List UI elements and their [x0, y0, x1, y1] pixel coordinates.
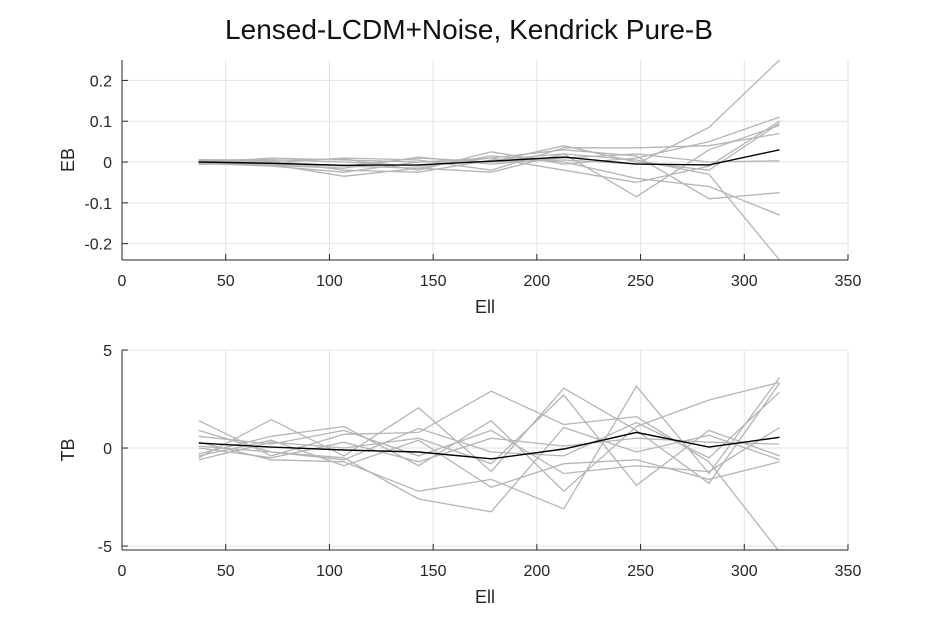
y-tick-label: -0.2	[84, 237, 112, 254]
x-tick-label: 100	[316, 273, 343, 290]
x-tick-label: 250	[627, 563, 654, 580]
y-tick-label: 0	[103, 441, 112, 458]
series-line-10	[198, 122, 780, 173]
y-tick-label: -5	[98, 539, 112, 556]
y-axis-label: TB	[58, 438, 78, 461]
x-tick-label: 350	[835, 273, 862, 290]
chart-title: Lensed-LCDM+Noise, Kendrick Pure-B	[225, 14, 713, 45]
y-tick-label: -0.1	[84, 196, 112, 213]
x-axis-label: Ell	[475, 587, 495, 607]
x-tick-label: 200	[524, 563, 551, 580]
series-line-10	[198, 437, 780, 463]
y-tick-label: 5	[103, 343, 112, 360]
series-group	[198, 60, 781, 260]
subplot-eb: 0 50 100 150 200 250 300 350 -0.2 -0.1 0 0.1 0.2 Ell E…	[58, 60, 861, 317]
x-axis-label: Ell	[475, 297, 495, 317]
x-tick-label: 50	[217, 563, 235, 580]
x-tick-label: 250	[627, 273, 654, 290]
mean-line	[198, 431, 780, 460]
series-line-8	[198, 153, 780, 169]
x-tick-label: 0	[118, 273, 127, 290]
series-line-3	[198, 377, 781, 510]
series-line-7	[198, 132, 780, 171]
series-group	[198, 377, 781, 550]
series-line-4	[198, 381, 780, 493]
x-tick-label: 200	[524, 273, 551, 290]
y-tick-label: 0.1	[90, 114, 112, 131]
x-tick-label: 150	[420, 273, 447, 290]
y-axis-label: EB	[58, 148, 78, 172]
x-tick-label: 50	[217, 273, 235, 290]
x-tick-label: 150	[420, 563, 447, 580]
series-line-2	[198, 382, 781, 485]
y-tick-label: 0.2	[90, 73, 112, 90]
x-tick-label: 300	[731, 563, 758, 580]
series-line-6	[198, 394, 780, 487]
series-line-5	[198, 155, 780, 216]
series-line-9	[198, 116, 780, 171]
mean-line	[198, 149, 780, 167]
series-line-7	[198, 391, 780, 461]
x-tick-label: 0	[118, 563, 127, 580]
y-tick-label: 0	[103, 155, 112, 172]
x-tick-label: 300	[731, 273, 758, 290]
subplot-tb: 0 50 100 150 200 250 300 350 -5 0 5 Ell TB	[58, 343, 861, 607]
x-tick-label: 100	[316, 563, 343, 580]
x-tick-label: 350	[835, 563, 862, 580]
series-line-8	[198, 426, 780, 475]
